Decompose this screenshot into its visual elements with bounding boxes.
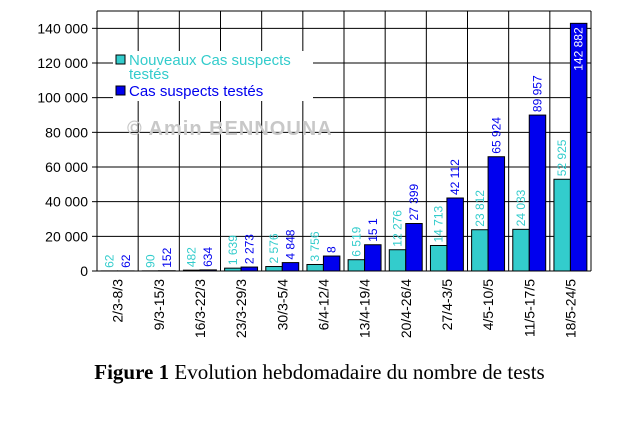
bar-cas-suspects bbox=[446, 197, 464, 272]
figure-caption: Figure 1 Evolution hebdomadaire du nombr… bbox=[0, 360, 639, 385]
y-tick-label: 60 000 bbox=[45, 159, 88, 175]
data-label-nouveaux-cas: 23 812 bbox=[473, 190, 487, 227]
data-label-nouveaux-cas: 6 519 bbox=[349, 226, 363, 256]
data-label-nouveaux-cas: 2 576 bbox=[267, 233, 281, 263]
legend-label-cas-suspects: Cas suspects testés bbox=[129, 83, 263, 100]
bar-nouveaux-cas bbox=[388, 249, 407, 272]
bar-cas-suspects bbox=[364, 244, 382, 272]
y-tick-label: 0 bbox=[80, 263, 88, 279]
y-tick-label: 80 000 bbox=[45, 124, 88, 140]
watermark-text: © Amin BENNOUNA bbox=[127, 118, 333, 140]
x-tick-label: 11/5-17/5 bbox=[521, 279, 537, 337]
bar-cas-suspects bbox=[281, 262, 300, 272]
data-label-cas-suspects: 42 112 bbox=[448, 159, 462, 195]
data-label-cas-suspects: 27 399 bbox=[407, 183, 421, 220]
x-tick-label: 13/4-19/4 bbox=[357, 279, 373, 338]
data-label-cas-suspects: 15 1 bbox=[366, 218, 380, 242]
data-label-nouveaux-cas: 482 bbox=[185, 247, 199, 267]
y-tick-label: 120 000 bbox=[37, 55, 88, 71]
figure-caption-label: Figure 1 bbox=[94, 360, 170, 384]
data-label-nouveaux-cas: 12 276 bbox=[391, 210, 405, 247]
legend-label-nouveaux-cas: testés bbox=[129, 66, 169, 83]
bar-cas-suspects bbox=[487, 156, 506, 272]
y-tick-label: 100 000 bbox=[37, 90, 88, 106]
data-label-cas-suspects: 634 bbox=[201, 247, 215, 267]
data-label-nouveaux-cas: 90 bbox=[144, 254, 158, 268]
bar-nouveaux-cas bbox=[429, 244, 448, 272]
data-label-cas-suspects: 65 924 bbox=[489, 117, 503, 154]
data-label-nouveaux-cas: 14 713 bbox=[432, 205, 446, 242]
data-label-nouveaux-cas: 3 756 bbox=[308, 231, 322, 261]
bar-cas-suspects bbox=[528, 114, 547, 272]
x-tick-label: 18/5-24/5 bbox=[562, 279, 578, 338]
bar-nouveaux-cas bbox=[306, 263, 324, 272]
bar-nouveaux-cas bbox=[265, 266, 283, 272]
data-label-nouveaux-cas: 62 bbox=[102, 254, 116, 268]
data-label-cas-suspects: 2 273 bbox=[242, 234, 256, 264]
bar-chart: 0 20 000 40 000 60 000 80 000 100 000 120 000 1… bbox=[37, 10, 592, 338]
data-label-cas-suspects: 89 957 bbox=[530, 75, 544, 112]
y-tick-label: 20 000 bbox=[45, 228, 88, 244]
bar-nouveaux-cas bbox=[512, 228, 530, 272]
data-label-nouveaux-cas: 52 925 bbox=[555, 139, 569, 176]
legend-box bbox=[113, 51, 313, 101]
bar-nouveaux-cas bbox=[471, 229, 489, 272]
data-label-cas-suspects: 4 848 bbox=[283, 229, 297, 259]
data-label-cas-suspects: 152 bbox=[160, 247, 174, 267]
x-tick-label: 2/3-8/3 bbox=[110, 279, 126, 323]
legend-label-nouveaux-cas: Nouveaux Cas suspects bbox=[129, 52, 291, 69]
x-tick-label: 20/4-26/4 bbox=[398, 279, 414, 338]
x-tick-label: 27/4-3/5 bbox=[439, 279, 455, 331]
figure-caption-text: Evolution hebdomadaire du nombre de test… bbox=[169, 360, 545, 384]
bar-cas-suspects bbox=[405, 223, 423, 272]
data-label-nouveaux-cas: 24 033 bbox=[514, 189, 528, 226]
x-tick-label: 23/3-29/3 bbox=[233, 279, 249, 338]
x-tick-label: 16/3-22/3 bbox=[192, 279, 208, 338]
x-tick-label: 9/3-15/3 bbox=[151, 279, 167, 331]
legend-swatch-cas-suspects bbox=[115, 85, 126, 96]
y-tick-label: 140 000 bbox=[37, 20, 88, 36]
data-label-cas-suspects: 142 882 bbox=[572, 27, 586, 71]
y-tick-label: 40 000 bbox=[45, 194, 88, 210]
bar-nouveaux-cas bbox=[347, 259, 366, 272]
bar-cas-suspects bbox=[322, 255, 341, 272]
data-label-nouveaux-cas: 1 639 bbox=[226, 235, 240, 265]
x-tick-label: 30/3-5/4 bbox=[274, 279, 290, 331]
bar-nouveaux-cas bbox=[553, 178, 571, 272]
bar-cas-suspects bbox=[240, 266, 259, 272]
data-label-cas-suspects: 62 bbox=[119, 254, 133, 268]
x-tick-label: 4/5-10/5 bbox=[480, 279, 496, 331]
legend-swatch-nouveaux-cas bbox=[115, 54, 126, 65]
x-tick-label: 6/4-12/4 bbox=[315, 279, 331, 331]
data-label-cas-suspects: 8 bbox=[325, 246, 339, 253]
